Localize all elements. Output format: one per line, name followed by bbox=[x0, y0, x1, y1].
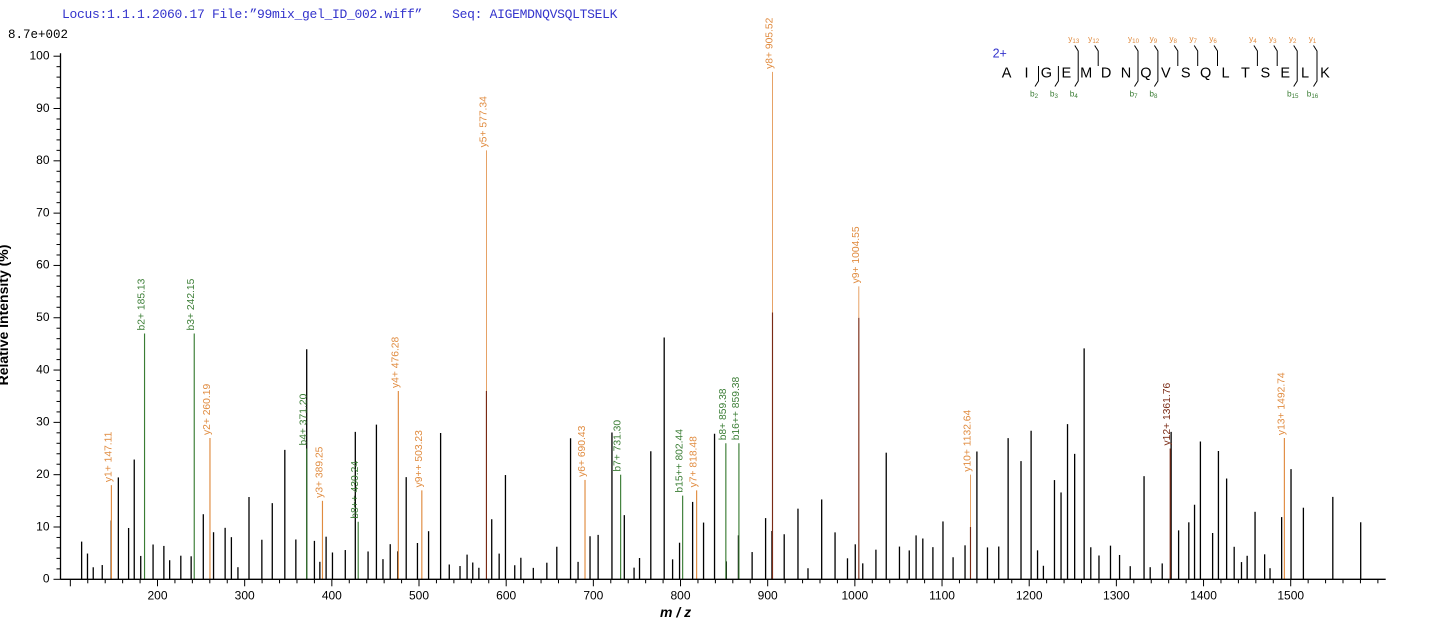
svg-text:30: 30 bbox=[36, 415, 50, 429]
svg-text:y2+ 260.19: y2+ 260.19 bbox=[202, 384, 213, 436]
svg-text:1400: 1400 bbox=[1190, 588, 1217, 602]
svg-text:b15++ 802.44: b15++ 802.44 bbox=[675, 429, 686, 493]
svg-text:E: E bbox=[1280, 66, 1290, 82]
svg-text:G: G bbox=[1041, 66, 1052, 82]
svg-text:500: 500 bbox=[409, 588, 429, 602]
svg-text:700: 700 bbox=[583, 588, 603, 602]
svg-text:b3+ 242.15: b3+ 242.15 bbox=[186, 278, 197, 330]
svg-text:10: 10 bbox=[36, 519, 50, 533]
svg-text:E: E bbox=[1061, 66, 1071, 82]
svg-text:100: 100 bbox=[29, 49, 49, 63]
svg-text:A: A bbox=[1002, 66, 1012, 82]
svg-text:Q: Q bbox=[1200, 66, 1211, 82]
svg-text:y9+ 1004.55: y9+ 1004.55 bbox=[851, 226, 862, 283]
svg-text:20: 20 bbox=[36, 467, 50, 481]
svg-text:I: I bbox=[1024, 66, 1028, 82]
svg-text:y6+ 690.43: y6+ 690.43 bbox=[577, 425, 588, 477]
svg-text:K: K bbox=[1320, 66, 1330, 82]
svg-text:y4+ 476.28: y4+ 476.28 bbox=[390, 336, 401, 388]
svg-text:S: S bbox=[1181, 66, 1191, 82]
svg-text:b8+ 859.38: b8+ 859.38 bbox=[718, 388, 729, 440]
svg-text:600: 600 bbox=[496, 588, 516, 602]
svg-text:1100: 1100 bbox=[929, 588, 955, 602]
svg-text:b2+ 185.13: b2+ 185.13 bbox=[137, 278, 148, 330]
svg-text:y12+ 1361.76: y12+ 1361.76 bbox=[1162, 383, 1173, 446]
svg-text:900: 900 bbox=[758, 588, 778, 602]
svg-text:800: 800 bbox=[671, 588, 691, 602]
svg-text:b16++ 859.38: b16++ 859.38 bbox=[731, 376, 742, 440]
svg-text:y13+ 1492.74: y13+ 1492.74 bbox=[1276, 372, 1287, 435]
svg-text:200: 200 bbox=[147, 588, 167, 602]
svg-text:y10+ 1132.64: y10+ 1132.64 bbox=[962, 409, 973, 471]
svg-text:y3+ 389.25: y3+ 389.25 bbox=[314, 446, 325, 498]
svg-text:1300: 1300 bbox=[1103, 588, 1130, 602]
svg-text:y8+ 905.52: y8+ 905.52 bbox=[765, 17, 776, 69]
svg-text:y9++ 503.23: y9++ 503.23 bbox=[414, 430, 425, 488]
svg-text:1000: 1000 bbox=[842, 588, 869, 602]
svg-text:M: M bbox=[1080, 66, 1092, 82]
svg-text:2+: 2+ bbox=[993, 47, 1007, 61]
svg-text:N: N bbox=[1121, 66, 1131, 82]
svg-text:40: 40 bbox=[36, 362, 50, 376]
svg-text:50: 50 bbox=[36, 310, 50, 324]
svg-text:y5+ 577.34: y5+ 577.34 bbox=[478, 96, 489, 148]
svg-text:T: T bbox=[1241, 66, 1250, 82]
svg-text:b8++ 430.24: b8++ 430.24 bbox=[350, 461, 361, 519]
svg-text:60: 60 bbox=[36, 258, 50, 272]
svg-text:y1+ 147.11: y1+ 147.11 bbox=[103, 431, 114, 482]
svg-text:Q: Q bbox=[1140, 66, 1151, 82]
svg-text:D: D bbox=[1101, 66, 1111, 82]
svg-text:S: S bbox=[1260, 66, 1270, 82]
svg-text:400: 400 bbox=[322, 588, 342, 602]
svg-text:80: 80 bbox=[36, 153, 50, 167]
svg-text:1500: 1500 bbox=[1277, 588, 1304, 602]
svg-text:y7+ 818.48: y7+ 818.48 bbox=[689, 436, 700, 488]
svg-text:0: 0 bbox=[43, 572, 50, 586]
svg-text:b7+ 731.30: b7+ 731.30 bbox=[613, 420, 624, 472]
svg-text:70: 70 bbox=[36, 205, 50, 219]
svg-text:90: 90 bbox=[36, 101, 50, 115]
svg-text:L: L bbox=[1221, 66, 1229, 82]
svg-text:300: 300 bbox=[235, 588, 255, 602]
svg-text:V: V bbox=[1161, 66, 1171, 82]
svg-text:1200: 1200 bbox=[1016, 588, 1043, 602]
svg-text:L: L bbox=[1301, 66, 1309, 82]
svg-text:b4+ 371.20: b4+ 371.20 bbox=[299, 393, 310, 445]
